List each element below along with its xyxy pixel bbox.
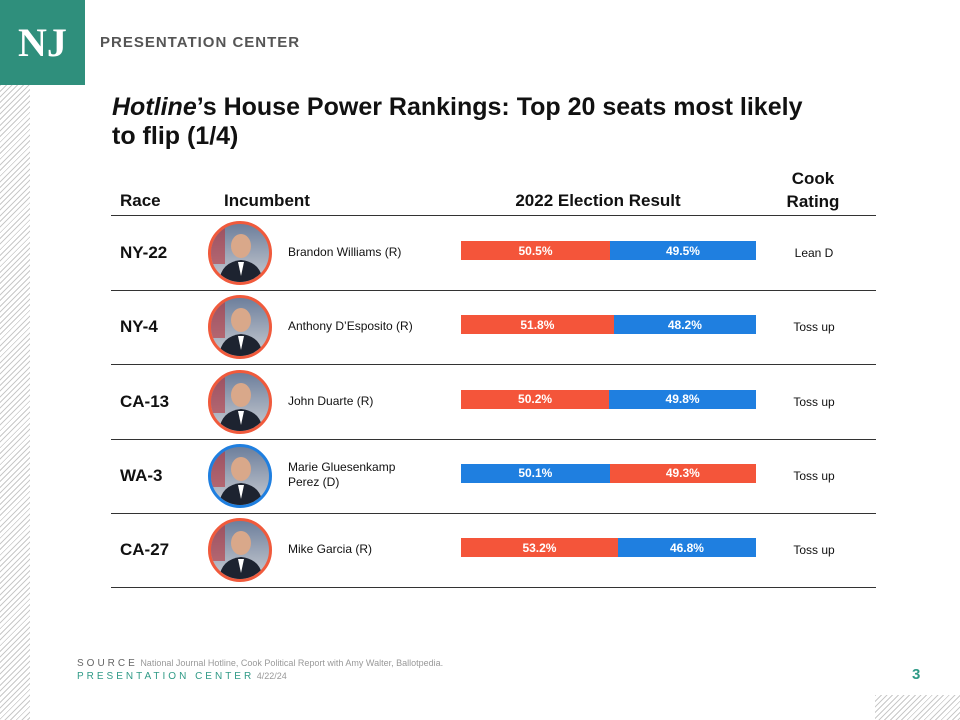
race: WA-3 — [120, 465, 163, 485]
photo-figure — [211, 224, 263, 282]
result-bar: 49.3% — [609, 463, 756, 483]
page-number: 3 — [912, 666, 921, 683]
title-rest: ’s House Power Rankings: Top 20 seats mo… — [112, 93, 803, 150]
race: NY-4 — [120, 317, 158, 337]
incumbent: Brandon Williams (R) — [288, 245, 402, 259]
row-rule — [111, 587, 876, 589]
incumbent: Marie Gluesenkamp Perez (D) — [288, 459, 396, 489]
photo — [208, 295, 272, 360]
footer-brand-text: PRESENTATION CENTER — [77, 671, 255, 682]
result-label: 46.8% — [669, 540, 704, 555]
result-bar: 46.8% — [617, 538, 756, 558]
photo-figure — [211, 372, 263, 431]
col-header: 2022 Election Result — [515, 191, 681, 210]
incumbent: John Duarte (R) — [288, 393, 374, 408]
photo-figure — [211, 446, 263, 505]
rating: Toss up — [793, 543, 835, 558]
photo — [208, 221, 272, 285]
photo-figure — [211, 298, 263, 357]
brand: PRESENTATION CENTER — [100, 34, 301, 51]
result-label: 48.2% — [667, 317, 702, 332]
result-bar: 48.2% — [613, 315, 756, 335]
hatch-left — [0, 85, 30, 720]
result-label: 53.2% — [522, 540, 557, 555]
result-bar: 50.2% — [461, 389, 610, 409]
photo-figure — [211, 521, 263, 580]
result-label: 51.8% — [520, 317, 555, 332]
col-header: Incumbent — [224, 191, 310, 210]
row-rule — [111, 512, 876, 514]
result-bar: 50.1% — [461, 463, 610, 483]
rating: Lean D — [794, 246, 834, 260]
race: NY-22 — [120, 243, 168, 262]
result-bar: 50.5% — [461, 241, 610, 260]
hatch-corner — [875, 695, 960, 720]
source: SOURCE National Journal Hotline, Cook Po… — [77, 658, 443, 669]
title: Hotline’s House Power Rankings: Top 20 s… — [112, 93, 832, 151]
result-label: 49.8% — [665, 392, 700, 407]
result-bar: 51.8% — [461, 315, 614, 335]
footer-brand: PRESENTATION CENTER 4/22/24 — [77, 671, 287, 682]
incumbent: Anthony D’Esposito (R) — [288, 319, 413, 334]
result-label: 49.5% — [665, 243, 700, 258]
source-label: SOURCE — [77, 658, 138, 669]
rating: Toss up — [793, 320, 835, 335]
row-rule — [111, 364, 876, 366]
result-label: 50.2% — [518, 392, 553, 407]
race: CA-27 — [120, 540, 170, 560]
source-text: National Journal Hotline, Cook Political… — [140, 658, 444, 668]
rating: Toss up — [793, 468, 835, 483]
incumbent: Mike Garcia (R) — [288, 542, 373, 557]
header-rule — [111, 215, 876, 216]
result-label: 50.1% — [518, 466, 553, 481]
race: CA-13 — [120, 391, 170, 411]
photo — [208, 518, 272, 583]
row-rule — [111, 438, 876, 440]
date: 4/22/24 — [256, 671, 287, 681]
photo — [208, 443, 272, 508]
result-bar: 49.8% — [609, 389, 756, 409]
col-header: Race — [120, 191, 161, 210]
result-bar: 49.5% — [609, 241, 756, 260]
title-italic: Hotline — [112, 93, 197, 121]
logo: NJ — [0, 0, 85, 85]
rating: Toss up — [793, 394, 835, 409]
result-label: 50.5% — [518, 243, 553, 258]
photo — [208, 369, 272, 434]
result-bar: 53.2% — [461, 538, 618, 558]
col-header: Cook Rating — [786, 169, 840, 211]
row-rule — [111, 290, 876, 291]
result-label: 49.3% — [665, 466, 700, 481]
